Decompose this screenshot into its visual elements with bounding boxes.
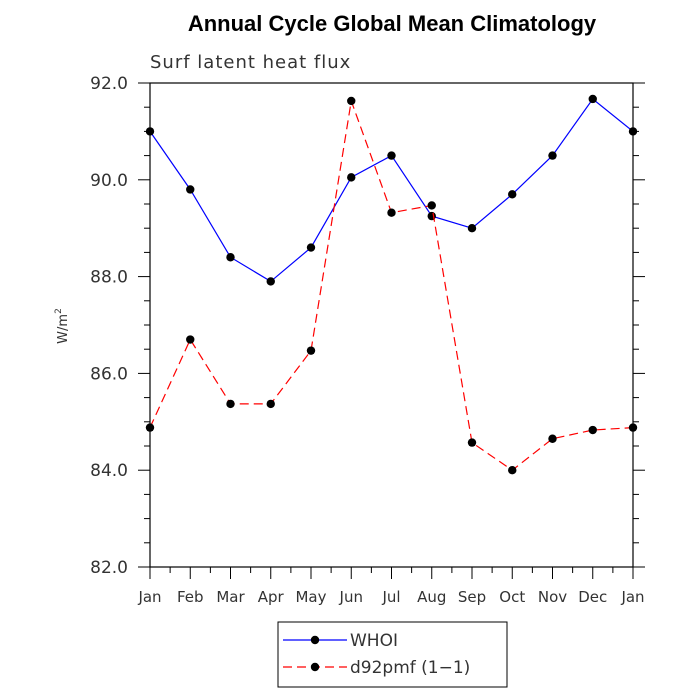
y-axis-label: W/m2 (54, 308, 71, 344)
y-axis-label-superscript: 2 (54, 308, 64, 314)
data-point (145, 423, 155, 432)
x-tick-label: Jan (137, 588, 161, 606)
legend-label: d92pmf (1−1) (350, 658, 470, 678)
y-tick-label: 84.0 (90, 461, 128, 481)
legend-box (277, 621, 508, 688)
data-point (427, 201, 436, 210)
x-tick-label: Jan (620, 588, 644, 606)
chart-subtitle: Surf latent heat flux (150, 52, 351, 73)
data-point (186, 185, 195, 194)
x-tick-label: Nov (538, 588, 567, 606)
data-point (588, 425, 597, 435)
x-tick-label: Feb (177, 588, 204, 606)
chart-title: Annual Cycle Global Mean Climatology (188, 11, 597, 36)
data-series (145, 94, 638, 475)
legend-label: WHOI (350, 631, 398, 651)
data-point (508, 190, 517, 199)
x-tick-label: Jul (381, 588, 400, 606)
y-tick-labels: 82.0 84.0 86.0 88.0 90.0 92.0 (90, 74, 128, 578)
data-point (467, 438, 477, 447)
data-point (306, 346, 316, 355)
data-point (266, 399, 275, 409)
data-point (226, 253, 235, 262)
data-point (467, 224, 477, 233)
svg-text:W/m2: W/m2 (54, 308, 71, 344)
data-point (347, 173, 356, 182)
data-point (186, 335, 195, 344)
data-point (266, 277, 275, 286)
data-point (306, 243, 316, 252)
data-point (145, 127, 155, 136)
data-point (226, 399, 235, 409)
series-line (149, 98, 634, 283)
x-tick-label: Dec (578, 588, 607, 606)
y-tick-label: 86.0 (90, 364, 128, 384)
x-tick-label: Jun (339, 588, 363, 606)
data-point (427, 211, 436, 221)
x-tick-label: Aug (417, 588, 446, 606)
series-2 (145, 96, 638, 475)
x-tick-label: Mar (216, 588, 245, 606)
data-point (588, 94, 597, 104)
data-point (548, 151, 557, 160)
y-tick-label: 82.0 (90, 558, 128, 578)
data-point (508, 466, 517, 475)
x-tick-label: May (295, 588, 326, 606)
x-tick-labels: Jan Feb Mar Apr May Jun Jul Aug Sep Oct Nov Dec Jan (137, 588, 644, 606)
y-tick-label: 90.0 (90, 171, 128, 191)
data-point (347, 96, 356, 106)
y-tick-label: 88.0 (90, 268, 128, 288)
data-point (628, 127, 638, 136)
x-tick-label: Oct (499, 588, 525, 606)
x-tick-label: Sep (458, 588, 486, 606)
legend: WHOI d92pmf (1−1) (277, 621, 508, 688)
data-point (387, 151, 396, 160)
data-point (548, 434, 557, 443)
data-point (628, 423, 638, 432)
data-point (387, 208, 396, 217)
y-tick-label: 92.0 (90, 74, 128, 94)
x-tick-label: Apr (258, 588, 285, 606)
legend-swatch-marker (310, 662, 320, 672)
legend-swatch-marker (310, 635, 320, 645)
series-1 (145, 94, 638, 286)
y-axis-label-text: W/m (56, 314, 71, 344)
